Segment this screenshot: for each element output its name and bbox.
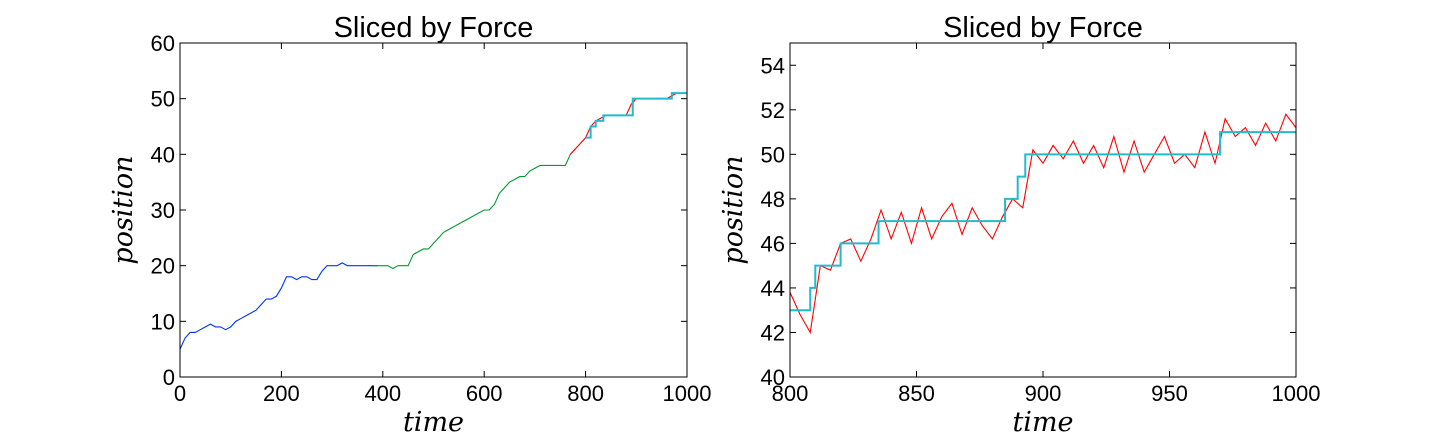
y-tick-label: 46 — [761, 231, 785, 256]
y-tick-label: 50 — [761, 142, 785, 167]
y-tick-label: 40 — [151, 142, 175, 167]
x-tick-label: 950 — [1151, 381, 1188, 406]
x-tick-label: 400 — [364, 381, 401, 406]
x-axis-label: time — [1012, 407, 1073, 432]
y-tick-label: 20 — [151, 254, 175, 279]
plot-area — [790, 113, 1296, 335]
y-tick-label: 54 — [761, 53, 785, 78]
x-tick-label: 1000 — [663, 381, 712, 406]
chart-title: Sliced by Force — [943, 12, 1143, 44]
y-tick-label: 52 — [761, 98, 785, 123]
data-line — [569, 92, 687, 155]
y-axis-label: position — [718, 155, 749, 264]
x-axis-label: time — [403, 407, 464, 432]
subplot: 800 850 900 950 1000 40 42 44 46 48 50 52 54 Sliced b… — [718, 12, 1320, 432]
axes-frame — [179, 42, 688, 378]
x-tick-label: 800 — [567, 381, 604, 406]
data-line — [585, 92, 687, 139]
axes-frame — [789, 42, 1297, 378]
y-tick-label: 44 — [761, 276, 785, 301]
data-line — [372, 148, 576, 270]
y-tick-label: 10 — [151, 309, 175, 334]
x-tick-label: 850 — [898, 381, 935, 406]
x-tick-label: 200 — [263, 381, 300, 406]
data-line — [180, 262, 378, 350]
x-tick-label: 800 — [772, 381, 809, 406]
plot-area — [180, 92, 687, 350]
y-tick-label: 40 — [761, 365, 785, 390]
chart-title: Sliced by Force — [334, 12, 534, 44]
y-tick-label: 50 — [151, 87, 175, 112]
data-line — [790, 113, 1296, 335]
data-line — [790, 131, 1296, 312]
y-tick-label: 0 — [163, 365, 175, 390]
x-tick-label: 900 — [1025, 381, 1062, 406]
subplot: 0 200 400 600 800 1000 0 10 20 30 40 50 60 Sliced by … — [108, 12, 711, 432]
y-tick-label: 30 — [151, 198, 175, 223]
y-axis-label: position — [108, 155, 139, 264]
y-tick-label: 60 — [151, 31, 175, 56]
y-tick-label: 42 — [761, 320, 785, 345]
x-tick-label: 600 — [466, 381, 503, 406]
x-tick-label: 1000 — [1272, 381, 1321, 406]
y-tick-label: 48 — [761, 187, 785, 212]
x-tick-label: 0 — [174, 381, 186, 406]
